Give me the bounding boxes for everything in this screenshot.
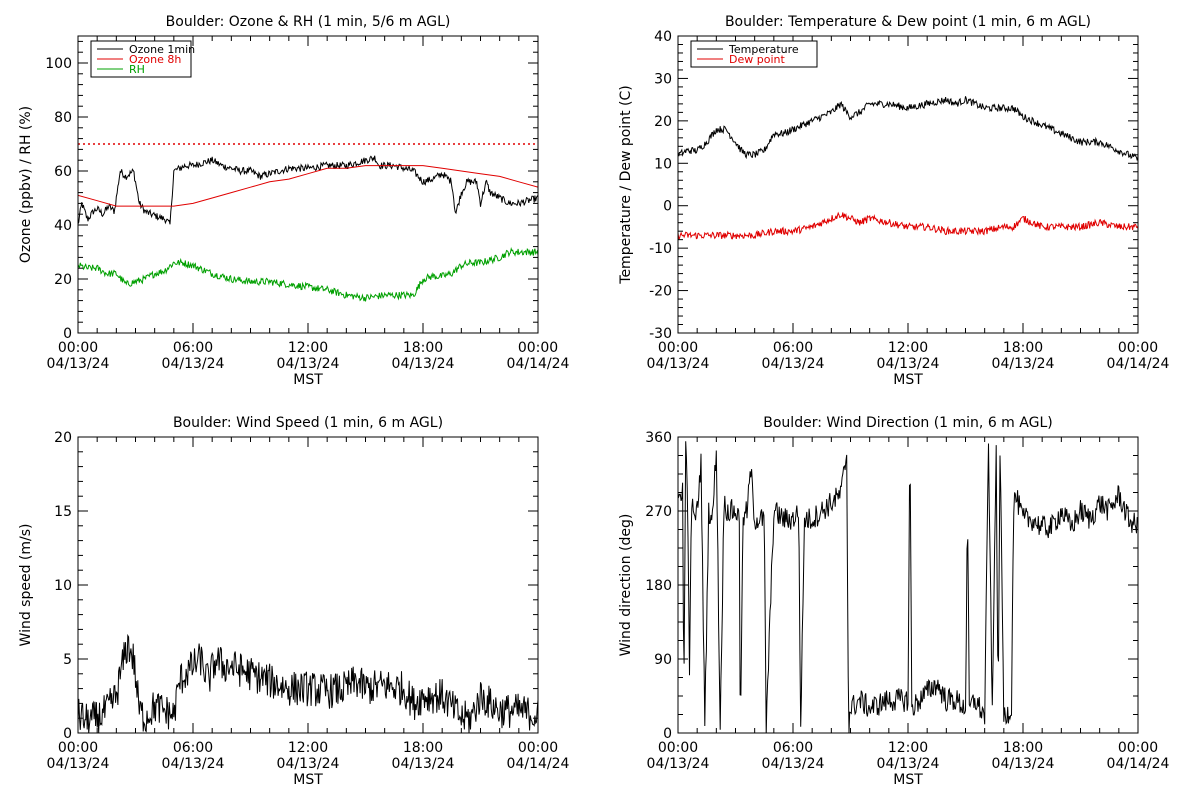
- x-axis-label: MST: [893, 372, 923, 388]
- y-tick-label: 90: [654, 652, 672, 668]
- x-tick-time: 18:00: [403, 340, 443, 356]
- series-line-rh: [78, 247, 538, 302]
- x-tick-time: 06:00: [773, 740, 813, 756]
- x-tick-date: 04/13/24: [992, 356, 1055, 372]
- y-tick-label: 0: [63, 726, 72, 742]
- y-tick-label: 60: [54, 164, 72, 180]
- y-tick-label: 100: [45, 56, 72, 72]
- x-tick-date: 04/13/24: [162, 756, 225, 772]
- y-tick-label: 40: [54, 218, 72, 234]
- legend-label: Ozone 1min: [129, 43, 195, 56]
- chart-temp_dew: Boulder: Temperature & Dew point (1 min,…: [618, 14, 1170, 388]
- y-axis-label: Wind direction (deg): [618, 514, 634, 657]
- series-line-ozone-1min: [78, 155, 538, 225]
- x-tick-date: 04/13/24: [762, 356, 825, 372]
- x-tick-date: 04/13/24: [392, 756, 455, 772]
- y-tick-label: 270: [645, 504, 672, 520]
- x-tick-date: 04/13/24: [992, 756, 1055, 772]
- series-line-ozone-8h: [78, 165, 538, 207]
- x-tick-date: 04/13/24: [877, 756, 940, 772]
- y-tick-label: -30: [649, 326, 672, 342]
- series-line-dew-point: [678, 211, 1138, 240]
- x-tick-time: 00:00: [658, 340, 698, 356]
- legend-label: RH: [129, 63, 145, 76]
- y-tick-label: -20: [649, 284, 672, 300]
- series-line-wind_dir: [678, 441, 1138, 733]
- x-axis-label: MST: [293, 772, 323, 788]
- x-tick-time: 18:00: [1003, 340, 1043, 356]
- y-tick-label: 5: [63, 652, 72, 668]
- y-axis-label: Temperature / Dew point (C): [618, 85, 634, 284]
- x-tick-time: 00:00: [518, 340, 558, 356]
- chart-title: Boulder: Temperature & Dew point (1 min,…: [725, 14, 1091, 30]
- chart-title: Boulder: Wind Speed (1 min, 6 m AGL): [173, 415, 443, 431]
- x-tick-date: 04/13/24: [647, 356, 710, 372]
- chart-wind_speed: Boulder: Wind Speed (1 min, 6 m AGL) 0 5 10…: [18, 415, 570, 788]
- x-tick-date: 04/13/24: [162, 356, 225, 372]
- x-tick-time: 12:00: [288, 340, 328, 356]
- legend-label: Temperature: [728, 43, 799, 56]
- x-tick-date: 04/13/24: [647, 756, 710, 772]
- y-tick-label: 180: [645, 578, 672, 594]
- y-tick-label: 80: [54, 110, 72, 126]
- x-tick-time: 06:00: [773, 340, 813, 356]
- x-tick-time: 18:00: [1003, 740, 1043, 756]
- y-tick-label: 10: [654, 156, 672, 172]
- chart-ozone_rh: Boulder: Ozone & RH (1 min, 5/6 m AGL) 0 2…: [18, 14, 570, 388]
- y-tick-label: 10: [54, 578, 72, 594]
- chart-title: Boulder: Ozone & RH (1 min, 5/6 m AGL): [166, 14, 451, 30]
- y-tick-label: 30: [654, 71, 672, 87]
- series-line-temperature: [678, 96, 1138, 161]
- y-axis-label: Ozone (ppbv) / RH (%): [18, 106, 34, 263]
- x-tick-time: 12:00: [888, 740, 928, 756]
- y-tick-label: 20: [54, 430, 72, 446]
- chart-title: Boulder: Wind Direction (1 min, 6 m AGL): [763, 415, 1052, 431]
- x-tick-time: 06:00: [173, 340, 213, 356]
- x-tick-date: 04/13/24: [47, 756, 110, 772]
- x-tick-date: 04/13/24: [47, 356, 110, 372]
- series-line-wind_speed: [78, 633, 538, 733]
- y-axis-label: Wind speed (m/s): [18, 524, 34, 647]
- y-tick-label: -10: [649, 241, 672, 257]
- x-tick-time: 00:00: [658, 740, 698, 756]
- legend-label: Dew point: [729, 53, 785, 66]
- plot-frame: [677, 35, 1139, 334]
- plot-frame: [77, 436, 539, 734]
- x-axis-label: MST: [293, 372, 323, 388]
- x-tick-date: 04/14/24: [1107, 356, 1170, 372]
- y-tick-label: 15: [54, 504, 72, 520]
- x-tick-date: 04/13/24: [277, 356, 340, 372]
- x-axis-label: MST: [893, 772, 923, 788]
- y-tick-label: 20: [654, 114, 672, 130]
- x-tick-time: 00:00: [58, 740, 98, 756]
- x-tick-time: 00:00: [1118, 740, 1158, 756]
- chart-wind_dir: Boulder: Wind Direction (1 min, 6 m AGL)…: [618, 415, 1170, 788]
- y-tick-label: 0: [663, 199, 672, 215]
- x-tick-time: 18:00: [403, 740, 443, 756]
- x-tick-time: 00:00: [58, 340, 98, 356]
- x-tick-date: 04/14/24: [507, 756, 570, 772]
- legend-box: [690, 40, 818, 68]
- x-tick-date: 04/14/24: [1107, 756, 1170, 772]
- plot-frame: [77, 35, 539, 334]
- x-tick-time: 00:00: [518, 740, 558, 756]
- y-tick-label: 360: [645, 430, 672, 446]
- x-tick-time: 12:00: [288, 740, 328, 756]
- x-tick-date: 04/13/24: [762, 756, 825, 772]
- x-tick-time: 00:00: [1118, 340, 1158, 356]
- x-tick-date: 04/13/24: [877, 356, 940, 372]
- legend-label: Ozone 8h: [129, 53, 181, 66]
- x-tick-time: 12:00: [888, 340, 928, 356]
- y-tick-label: 20: [54, 272, 72, 288]
- x-tick-time: 06:00: [173, 740, 213, 756]
- x-tick-date: 04/14/24: [507, 356, 570, 372]
- x-tick-date: 04/13/24: [392, 356, 455, 372]
- x-tick-date: 04/13/24: [277, 756, 340, 772]
- y-tick-label: 0: [63, 326, 72, 342]
- y-tick-label: 40: [654, 29, 672, 45]
- y-tick-label: 0: [663, 726, 672, 742]
